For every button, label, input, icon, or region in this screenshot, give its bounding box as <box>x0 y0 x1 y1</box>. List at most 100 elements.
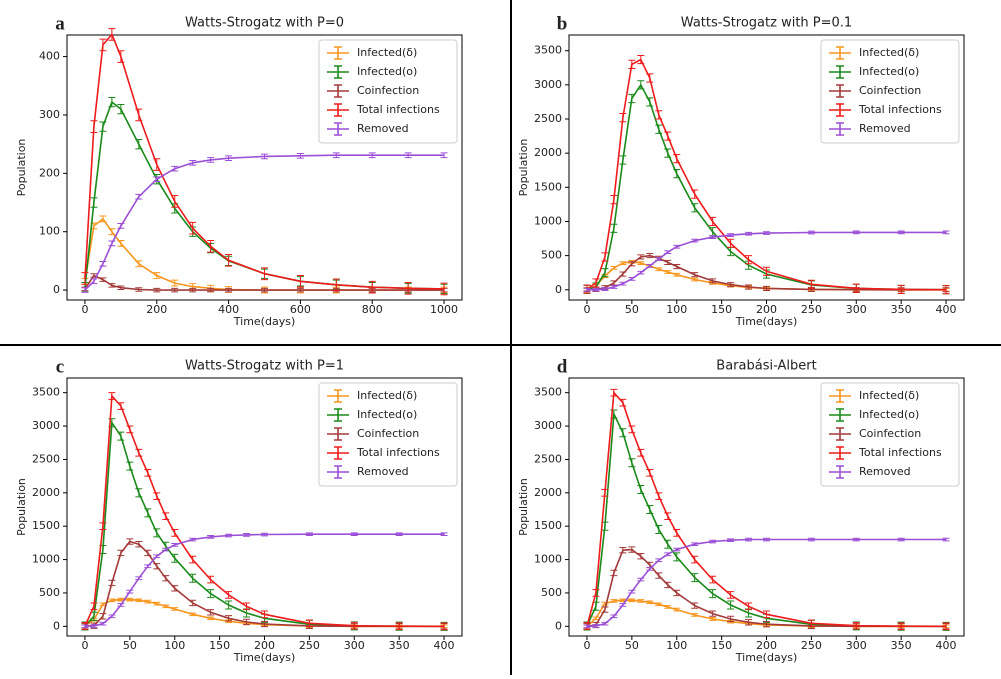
error-bar <box>637 448 645 457</box>
error-bar <box>296 287 304 293</box>
error-bar <box>807 230 815 235</box>
error-bar <box>153 492 161 500</box>
y-axis-label: Population <box>15 478 28 536</box>
error-bar <box>108 598 116 603</box>
y-tick-label: 2000 <box>32 486 60 499</box>
error-bar <box>610 266 618 270</box>
series-line <box>586 231 946 291</box>
error-bar <box>117 603 125 607</box>
legend-swatch <box>829 65 851 79</box>
y-tick-label: 3000 <box>32 419 60 432</box>
error-bar <box>153 528 161 538</box>
error-bar <box>807 279 815 289</box>
error-bar <box>655 525 663 535</box>
error-bar <box>144 549 152 557</box>
error-bar <box>763 610 770 619</box>
error-bar <box>637 577 645 582</box>
y-tick-label: 2000 <box>534 486 562 499</box>
x-tick-label: 150 <box>711 303 732 316</box>
error-bar <box>440 532 448 537</box>
x-tick-label: 250 <box>299 639 320 652</box>
legend-label: Removed <box>859 465 911 478</box>
y-tick-label: 500 <box>541 586 562 599</box>
y-tick-label: 3000 <box>534 419 562 432</box>
x-axis-label: Time(days) <box>233 651 295 664</box>
error-bar <box>619 398 627 407</box>
legend-swatch <box>327 465 349 479</box>
error-bar <box>126 461 134 471</box>
plot-frame <box>66 34 463 301</box>
error-bar <box>655 110 663 120</box>
error-bar <box>153 287 161 293</box>
legend-box <box>820 382 960 487</box>
y-tick-label: 3500 <box>534 386 562 399</box>
x-tick-label: 250 <box>801 303 822 316</box>
error-bar <box>601 488 609 497</box>
error-bar <box>637 261 645 265</box>
error-bar <box>171 529 179 537</box>
error-bar <box>619 261 627 265</box>
legend-label: Infected(o) <box>357 65 417 78</box>
error-bar <box>646 253 654 259</box>
error-bar <box>243 533 251 537</box>
error-bar <box>350 621 358 630</box>
y-tick-label: 0 <box>555 283 562 296</box>
error-bar <box>691 555 699 564</box>
y-axis-label: Population <box>15 139 28 197</box>
error-bar <box>628 425 636 434</box>
y-tick-label: 1000 <box>32 553 60 566</box>
error-bar <box>691 189 699 199</box>
error-bar <box>171 553 179 563</box>
error-bar <box>108 96 116 108</box>
panel-label: c <box>56 356 64 377</box>
error-bar <box>727 600 735 610</box>
error-bar <box>745 255 753 265</box>
series-line <box>586 390 947 628</box>
error-bar <box>395 532 403 537</box>
error-bar <box>153 563 161 570</box>
legend-label: Removed <box>357 122 409 135</box>
y-tick-label: 0 <box>53 619 60 632</box>
error-bar <box>296 152 304 159</box>
error-bar <box>189 537 197 542</box>
series-line <box>586 548 946 628</box>
error-bar <box>135 576 143 581</box>
legend-swatch <box>327 84 349 98</box>
x-tick-label: 300 <box>344 639 365 652</box>
legend-swatch <box>829 446 851 460</box>
legend-swatch <box>327 427 349 441</box>
error-bar <box>261 287 268 293</box>
y-tick-label: 500 <box>39 586 60 599</box>
y-tick-label: 1500 <box>534 180 562 193</box>
error-bar <box>601 621 609 626</box>
error-bar <box>763 231 770 235</box>
error-bar <box>709 278 717 284</box>
x-axis-label: Time(days) <box>233 315 295 328</box>
error-bar <box>610 285 618 289</box>
x-tick-label: 300 <box>846 303 867 316</box>
error-bar <box>99 38 107 52</box>
error-bar <box>225 615 233 622</box>
y-tick-label: 2000 <box>534 146 562 159</box>
x-tick-label: 300 <box>846 639 867 652</box>
error-bar <box>135 108 143 122</box>
x-tick-label: 200 <box>756 639 777 652</box>
error-bar <box>207 609 215 616</box>
error-bar <box>135 287 143 292</box>
error-bar <box>664 148 672 158</box>
error-bar <box>108 392 116 400</box>
error-bar <box>153 158 161 171</box>
error-bar <box>673 154 681 164</box>
error-bar <box>296 274 304 288</box>
error-bar <box>655 572 663 579</box>
error-bar <box>709 617 717 621</box>
legend-label: Infected(δ) <box>859 389 919 402</box>
error-bar <box>126 589 134 594</box>
error-bar <box>610 614 618 619</box>
error-bar <box>162 604 170 609</box>
error-bar <box>655 124 663 134</box>
error-bar <box>709 610 717 617</box>
error-bar <box>691 203 699 213</box>
y-tick-label: 3500 <box>32 386 60 399</box>
